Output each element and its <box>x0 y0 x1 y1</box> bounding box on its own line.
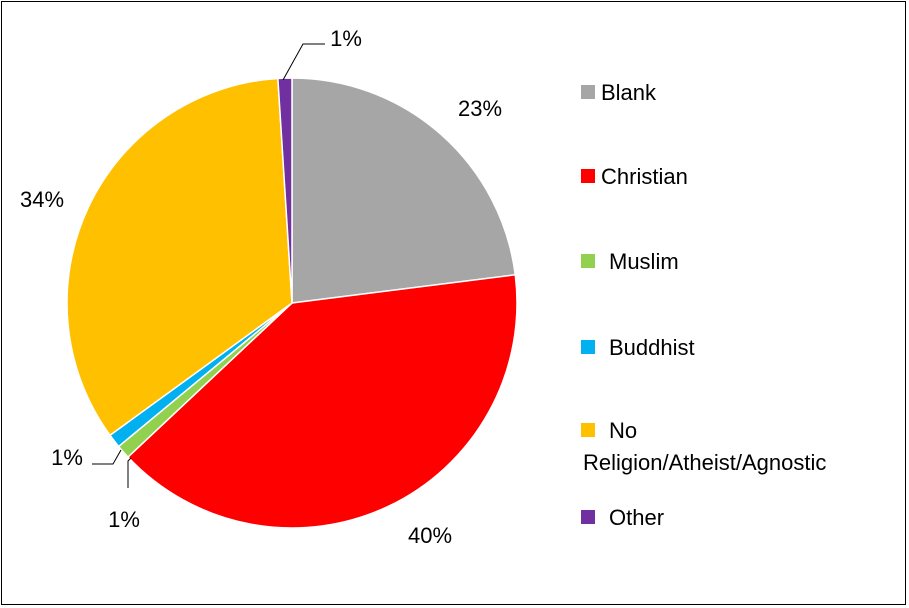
legend-label: Buddhist <box>609 335 695 360</box>
data-label-no-religion-atheist-agnostic: 34% <box>20 187 64 212</box>
legend-item-other: Other <box>581 505 664 530</box>
leader-line-other <box>282 43 325 81</box>
legend-item-no-religion-atheist-agnostic: No Religion/Atheist/Agnostic <box>581 418 826 475</box>
legend-label: Muslim <box>609 249 679 274</box>
slice-blank <box>291 77 517 304</box>
legend-swatch <box>581 510 595 524</box>
legend-label: Christian <box>601 164 688 189</box>
legend-label: No <box>609 418 637 443</box>
data-label-muslim: 1% <box>108 507 140 532</box>
legend-swatch <box>581 85 595 99</box>
data-label-blank: 23% <box>458 96 502 121</box>
leader-line-buddhist <box>92 449 122 465</box>
slice-christian <box>126 273 518 529</box>
pie-slices <box>66 77 518 529</box>
legend: Blank Christian Muslim Buddhist No Religion/A… <box>581 80 826 530</box>
legend-item-blank: Blank <box>581 80 657 105</box>
leader-lines <box>92 43 325 488</box>
data-label-other: 1% <box>330 26 362 51</box>
legend-swatch <box>581 169 595 183</box>
leader-line-muslim <box>127 457 132 488</box>
slice-no-religion-atheist-agnostic <box>66 77 293 437</box>
legend-swatch <box>581 340 595 354</box>
legend-item-christian: Christian <box>581 164 688 189</box>
legend-swatch <box>581 423 595 437</box>
legend-label-cont: Religion/Atheist/Agnostic <box>583 450 826 475</box>
data-labels: 23% 40% 1% 1% 34% 1% <box>20 26 502 548</box>
data-label-christian: 40% <box>408 523 452 548</box>
data-label-buddhist: 1% <box>51 445 83 470</box>
slice-other <box>277 77 293 304</box>
legend-swatch <box>581 254 595 268</box>
legend-label: Blank <box>601 80 657 105</box>
legend-item-buddhist: Buddhist <box>581 335 695 360</box>
legend-item-muslim: Muslim <box>581 249 679 274</box>
legend-label: Other <box>609 505 664 530</box>
